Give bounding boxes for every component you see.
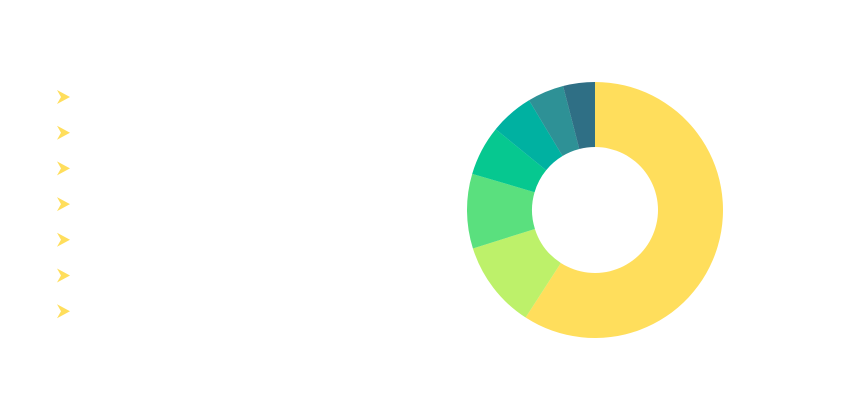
legend-icon[interactable] [57, 161, 70, 176]
legend-icon[interactable] [57, 90, 70, 104]
donut-slice [467, 173, 535, 249]
legend-icon[interactable] [57, 268, 70, 283]
legend-icon[interactable] [57, 304, 70, 319]
donut-slice [563, 82, 595, 149]
legend-icon[interactable] [57, 197, 70, 212]
donut-slice [472, 129, 547, 193]
legend-icon[interactable] [57, 125, 70, 140]
donut-slice [495, 100, 563, 171]
donut-slice [472, 228, 561, 318]
donut-slice [529, 86, 580, 157]
legend-icon[interactable] [57, 232, 70, 247]
donut-slice [525, 82, 724, 338]
